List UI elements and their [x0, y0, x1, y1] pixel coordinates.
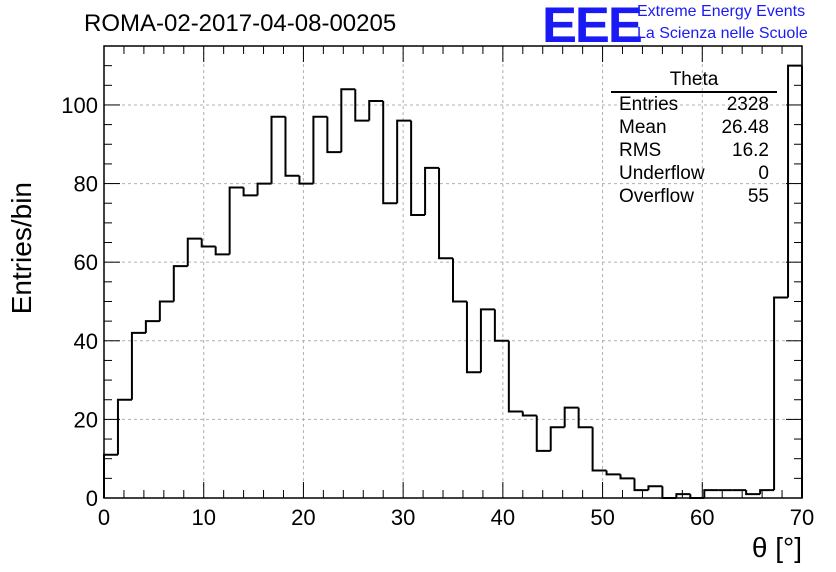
stats-value: 16.2: [732, 140, 769, 161]
histogram-bin: [633, 478, 649, 492]
histogram-bin: [340, 88, 356, 153]
stats-value: 2328: [726, 94, 769, 115]
x-tick-label: 40: [491, 505, 515, 530]
histogram-bin: [228, 186, 244, 255]
x-tick-label: 30: [391, 505, 415, 530]
histogram-bin: [703, 489, 719, 498]
histogram-bin: [354, 89, 370, 122]
histogram-bin: [479, 308, 495, 373]
histogram-bin: [298, 175, 314, 185]
histogram-bin: [214, 246, 230, 256]
histogram-bin: [619, 474, 635, 480]
histogram-bin: [493, 309, 509, 342]
stats-label: Overflow: [619, 186, 694, 207]
histogram-bin: [410, 120, 426, 217]
histogram-bin: [745, 490, 761, 496]
logo-line-2: La Scienza nelle Scuole: [637, 25, 808, 42]
histogram-bin: [186, 237, 202, 267]
histogram-bin: [103, 453, 118, 498]
eee-logo: EEE: [542, 0, 643, 53]
x-tick-label: 70: [790, 505, 814, 530]
histogram-bin: [130, 331, 146, 400]
histogram-bin: [242, 187, 258, 197]
x-tick-label: 60: [690, 505, 714, 530]
histogram-bin: [312, 115, 328, 184]
histogram-bin: [773, 296, 789, 491]
stats-label: Mean: [619, 117, 667, 138]
histogram-bin: [396, 119, 412, 204]
x-tick-label: 10: [191, 505, 215, 530]
histogram-bin: [452, 258, 467, 303]
histogram-bin: [675, 493, 691, 498]
y-tick-label: 100: [61, 93, 98, 118]
stats-row: Underflow 0: [611, 162, 777, 185]
stats-row: Overflow 55: [611, 185, 777, 208]
histogram-bin: [172, 265, 188, 302]
histogram-bin: [465, 301, 481, 374]
histogram-bin: [144, 320, 160, 333]
y-axis-label: Entries/bin: [6, 182, 37, 315]
stats-box: Theta Entries 2328 Mean 26.48 RMS 16.2 U…: [611, 70, 777, 208]
histogram-bin: [605, 470, 621, 476]
histogram-bin: [661, 486, 677, 499]
histogram-bin: [647, 485, 663, 491]
stats-header: Theta: [611, 70, 777, 93]
histogram-bin: [787, 64, 802, 298]
chart-title: ROMA-02-2017-04-08-00205: [84, 10, 397, 37]
stats-label: RMS: [619, 140, 662, 161]
stats-label: Entries: [619, 94, 679, 115]
histogram-bin: [270, 115, 286, 184]
histogram-bin: [577, 407, 593, 429]
histogram-bin: [368, 100, 384, 121]
stats-value: 0: [758, 163, 769, 184]
y-tick-label: 20: [74, 407, 98, 432]
histogram-bin: [256, 182, 272, 196]
histogram-bin: [438, 167, 453, 260]
histogram-bin: [200, 238, 216, 248]
x-tick-label: 20: [291, 505, 315, 530]
stats-value: 55: [747, 186, 769, 207]
histogram-bin: [591, 427, 607, 472]
y-tick-label: 40: [74, 329, 98, 354]
stats-row: Entries 2328: [611, 93, 777, 116]
histogram-bin: [382, 101, 398, 205]
histogram-bin: [116, 398, 132, 455]
histogram-bin: [158, 300, 174, 322]
histogram-bin: [759, 489, 775, 495]
x-axis-label: θ [°]: [751, 532, 802, 563]
y-tick-label: 60: [74, 250, 98, 275]
stats-value: 26.48: [721, 117, 769, 138]
histogram-bin: [424, 166, 440, 216]
stats-row: RMS 16.2: [611, 139, 777, 162]
y-tick-label: 80: [74, 172, 98, 197]
histogram-bin: [689, 494, 705, 499]
histogram-bin: [535, 415, 551, 452]
histogram-bin: [549, 426, 565, 451]
histogram-bin: [563, 406, 579, 428]
stats-row: Mean 26.48: [611, 116, 777, 139]
histogram-bin: [284, 116, 300, 177]
histogram-bin: [326, 116, 342, 154]
y-tick-label: 0: [86, 486, 98, 511]
x-tick-label: 50: [590, 505, 614, 530]
logo-line-1: Extreme Energy Events: [637, 3, 806, 20]
histogram-bin: [507, 340, 523, 413]
stats-label: Underflow: [619, 163, 705, 184]
histogram-bin: [521, 411, 537, 417]
x-tick-label: 0: [98, 505, 110, 530]
